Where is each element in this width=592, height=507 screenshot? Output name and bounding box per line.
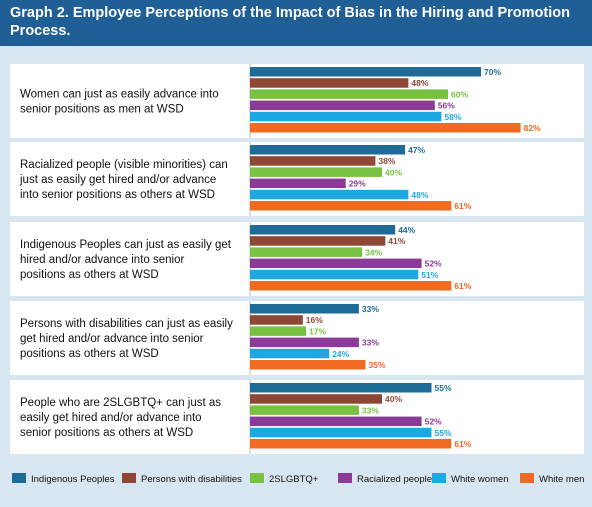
legend-label: Racialized people xyxy=(357,474,432,485)
category-label: hired and/or advance into senior xyxy=(20,254,184,266)
bar-3-2 xyxy=(250,236,386,246)
data-label: 41% xyxy=(388,236,405,246)
bar-2-3 xyxy=(250,167,382,177)
data-label: 40% xyxy=(385,394,402,404)
legend-label: 2SLGBTQ+ xyxy=(269,474,319,485)
category-label: into senior positions as others at WSD xyxy=(20,189,215,201)
legend-label: White women xyxy=(451,474,509,485)
bar-1-6 xyxy=(250,123,521,133)
data-label: 52% xyxy=(425,259,442,269)
data-label: 33% xyxy=(362,304,379,314)
bar-1-4 xyxy=(250,100,435,111)
category-label: Racialized people (visible minorities) c… xyxy=(20,159,228,171)
data-label: 55% xyxy=(435,428,452,438)
legend-label: White men xyxy=(539,474,584,485)
bar-2-1 xyxy=(250,145,406,155)
data-label: 48% xyxy=(411,78,428,88)
data-label: 34% xyxy=(365,247,382,257)
legend-swatch-1 xyxy=(12,473,26,483)
data-label: 61% xyxy=(454,201,471,211)
chart-header: Graph 2. Employee Perceptions of the Imp… xyxy=(0,0,592,46)
bar-2-2 xyxy=(250,156,376,166)
bar-1-1 xyxy=(250,67,481,77)
bar-5-1 xyxy=(250,383,432,393)
bar-3-6 xyxy=(250,281,452,291)
data-label: 17% xyxy=(309,326,326,336)
data-label: 29% xyxy=(349,179,366,189)
data-label: 35% xyxy=(369,360,386,370)
bar-2-6 xyxy=(250,201,452,211)
bar-4-2 xyxy=(250,315,303,325)
legend-swatch-5 xyxy=(432,473,446,483)
category-label: senior positions as men at WSD xyxy=(20,104,184,116)
data-label: 33% xyxy=(362,338,379,348)
legend-swatch-4 xyxy=(338,473,352,483)
bar-5-4 xyxy=(250,416,422,427)
data-label: 16% xyxy=(306,315,323,325)
category-label: Persons with disabilities can just as ea… xyxy=(20,318,233,330)
category-label: Women can just as easily advance into xyxy=(20,89,219,101)
category-label: senior positions as others at WSD xyxy=(20,427,193,439)
chart-title: Graph 2. Employee Perceptions of the Imp… xyxy=(10,5,570,39)
bar-3-1 xyxy=(250,225,396,235)
bar-1-5 xyxy=(250,111,442,122)
data-label: 60% xyxy=(451,89,468,99)
data-label: 52% xyxy=(425,417,442,427)
bar-3-5 xyxy=(250,269,419,280)
data-label: 48% xyxy=(411,190,428,200)
bar-4-6 xyxy=(250,360,366,370)
bar-5-6 xyxy=(250,439,452,449)
data-label: 44% xyxy=(398,225,415,235)
category-label: easily get hired and/or advance into xyxy=(20,412,202,424)
bar-2-4 xyxy=(250,178,346,189)
data-label: 40% xyxy=(385,167,402,177)
legend-swatch-3 xyxy=(250,473,264,483)
data-label: 24% xyxy=(332,349,349,359)
bar-4-5 xyxy=(250,348,330,359)
category-label: positions as others at WSD xyxy=(20,269,159,281)
data-label: 55% xyxy=(435,383,452,393)
data-label: 56% xyxy=(438,101,455,111)
bar-4-4 xyxy=(250,337,359,348)
bar-5-3 xyxy=(250,405,359,415)
bar-5-5 xyxy=(250,427,432,438)
data-label: 70% xyxy=(484,67,501,77)
data-label: 47% xyxy=(408,145,425,155)
category-label: get hired and/or advance into senior xyxy=(20,333,204,345)
bar-3-4 xyxy=(250,258,422,269)
bar-5-2 xyxy=(250,394,382,404)
bar-4-1 xyxy=(250,304,359,314)
data-label: 38% xyxy=(378,156,395,166)
bar-1-2 xyxy=(250,78,409,88)
category-label: positions as others at WSD xyxy=(20,348,159,360)
category-label: People who are 2SLGBTQ+ can just as xyxy=(20,397,221,409)
bar-2-5 xyxy=(250,189,409,200)
bar-4-3 xyxy=(250,326,307,336)
bar-1-3 xyxy=(250,89,448,99)
legend-label: Indigenous Peoples xyxy=(31,474,115,485)
category-label: just as easily get hired and/or advance xyxy=(19,174,216,186)
bar-3-3 xyxy=(250,247,363,257)
data-label: 33% xyxy=(362,405,379,415)
data-label: 58% xyxy=(444,112,461,122)
category-label: Indigenous Peoples can just as easily ge… xyxy=(20,239,232,251)
legend-swatch-6 xyxy=(520,473,534,483)
legend-swatch-2 xyxy=(122,473,136,483)
data-label: 61% xyxy=(454,439,471,449)
data-label: 61% xyxy=(454,281,471,291)
legend-label: Persons with disabilities xyxy=(141,474,242,485)
data-label: 82% xyxy=(524,123,541,133)
data-label: 51% xyxy=(421,270,438,280)
